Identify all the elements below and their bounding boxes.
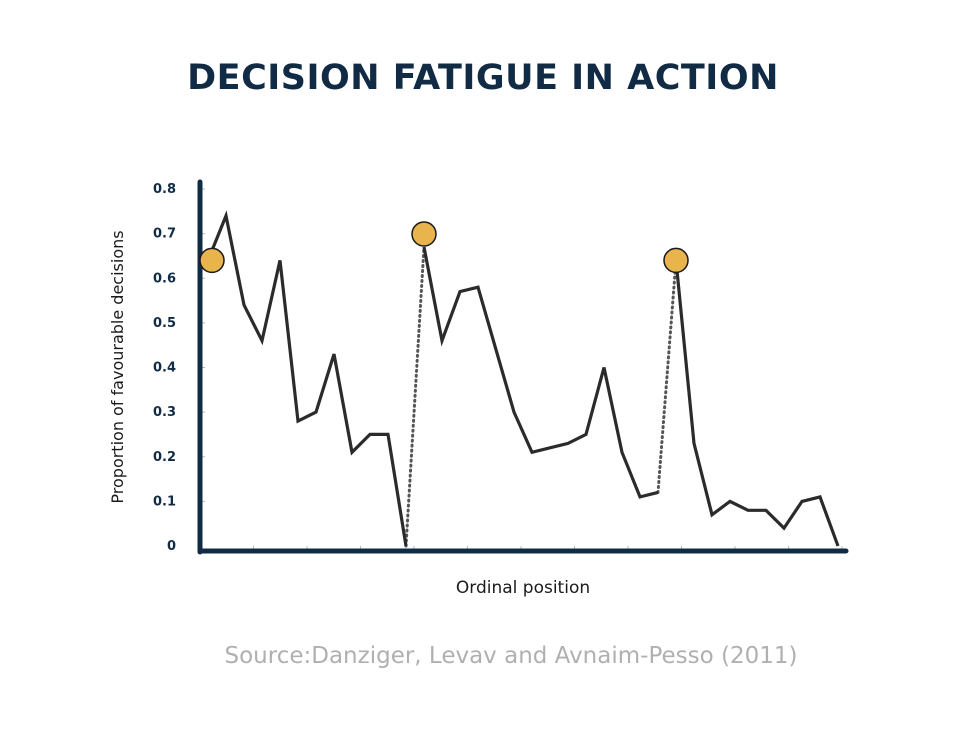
x-axis-label: Ordinal position xyxy=(456,578,590,598)
y-tick-label: 0.8 xyxy=(153,182,176,197)
y-tick-label: 0.6 xyxy=(153,271,176,286)
y-tick-label: 0 xyxy=(167,539,176,554)
y-tick-label: 0.7 xyxy=(153,227,176,242)
break-marker xyxy=(411,221,437,247)
y-tick-label: 0.5 xyxy=(153,316,176,331)
session-breaks xyxy=(404,245,678,548)
chart-title: DECISION FATIGUE IN ACTION xyxy=(187,58,779,98)
y-axis-label: Proportion of favourable decisions xyxy=(108,230,127,503)
series-line-segment-1 xyxy=(206,210,408,547)
session-break-line xyxy=(404,245,426,548)
y-tick-label: 0.4 xyxy=(153,361,176,376)
break-markers xyxy=(199,221,689,274)
series-line-segment-2 xyxy=(422,246,659,499)
session-break-line xyxy=(656,258,678,494)
break-marker xyxy=(663,247,689,274)
y-tick-label: 0.3 xyxy=(153,405,176,420)
y-tick-label: 0.1 xyxy=(153,494,176,509)
source-citation: Source:Danziger, Levav and Avnaim-Pesso … xyxy=(224,643,798,669)
break-marker xyxy=(199,247,225,274)
y-tick-label: 0.2 xyxy=(153,450,176,465)
series-line-segment-3 xyxy=(674,260,840,547)
y-axis-ticks: 0 0.1 0.2 0.3 0.4 0.5 0.6 0.7 0.8 xyxy=(153,182,205,554)
data-lines xyxy=(206,210,840,547)
